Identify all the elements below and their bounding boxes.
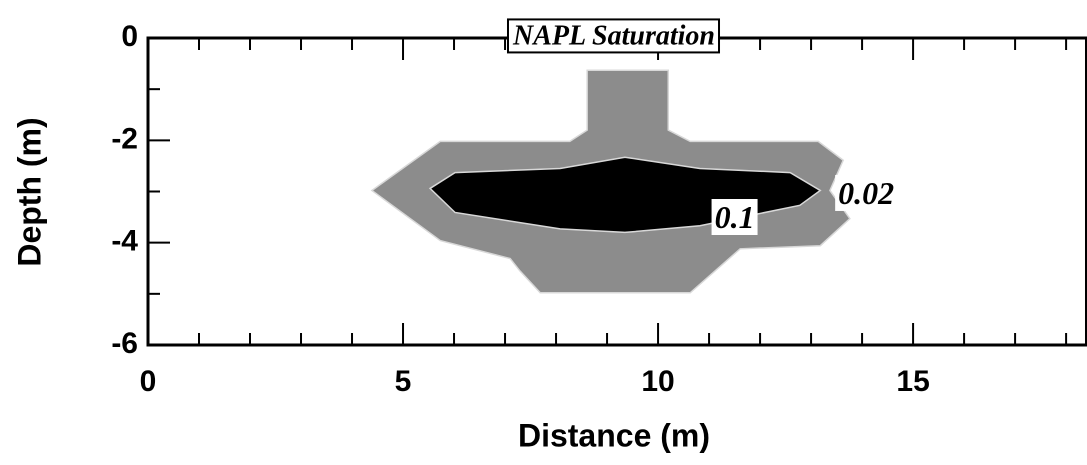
y-tick-label: 0	[121, 20, 138, 53]
contour-label-box	[711, 199, 758, 236]
contour-label: 0.1	[715, 199, 755, 235]
y-tick-label: -4	[111, 225, 138, 258]
x-tick-label: 10	[641, 365, 674, 398]
contour-label: 0.02	[838, 175, 894, 211]
contour-label-box	[835, 174, 898, 211]
x-tick-label: 15	[896, 365, 929, 398]
chart-title: NAPL Saturation	[512, 20, 715, 51]
y-axis-label: Depth (m)	[11, 117, 47, 266]
y-tick-label: -6	[111, 327, 138, 360]
x-tick-label: 0	[140, 365, 157, 398]
y-tick-label: -2	[111, 122, 138, 155]
chart-title-box	[506, 18, 721, 54]
x-axis-label: Distance (m)	[518, 417, 710, 453]
x-tick-label: 5	[395, 365, 412, 398]
